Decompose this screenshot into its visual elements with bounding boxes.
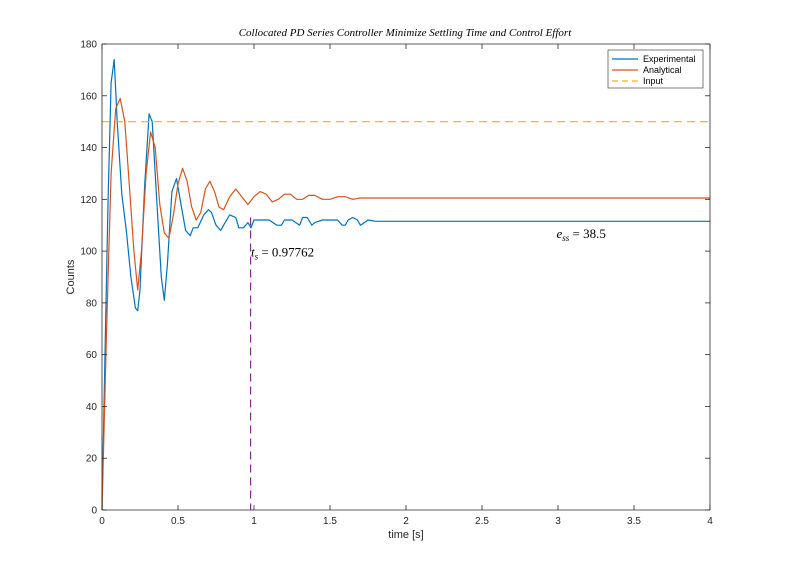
x-tick-label: 4 xyxy=(707,516,713,527)
annotation-ts: ts = 0.97762 xyxy=(251,244,314,261)
x-tick-label: 1 xyxy=(251,516,257,527)
y-axis-label: Counts xyxy=(65,259,77,294)
legend-box xyxy=(607,49,704,89)
x-tick-label: 2.5 xyxy=(475,516,489,527)
y-tick-label: 0 xyxy=(91,506,97,517)
legend-label-experimental: Experimental xyxy=(643,54,696,64)
y-tick-label: 100 xyxy=(80,247,97,258)
y-tick-label: 160 xyxy=(80,91,97,102)
legend-label-input: Input xyxy=(643,76,664,86)
annotation-ess: ess = 38.5 xyxy=(556,226,605,243)
y-tick-label: 60 xyxy=(86,350,98,361)
x-tick-label: 0 xyxy=(99,516,105,527)
y-tick-label: 140 xyxy=(80,143,97,154)
series-line-analytical xyxy=(101,97,710,511)
y-tick-label: 80 xyxy=(86,298,98,309)
x-tick-label: 2 xyxy=(403,516,409,527)
x-tick-label: 3.5 xyxy=(627,516,641,527)
series-layer xyxy=(101,58,710,511)
y-tick-label: 180 xyxy=(80,40,97,51)
x-tick-label: 3 xyxy=(555,516,561,527)
y-tick-label: 40 xyxy=(86,402,98,413)
x-tick-label: 1.5 xyxy=(323,516,337,527)
chart-title: Collocated PD Series Controller Minimize… xyxy=(239,27,572,39)
annotation-layer: ts = 0.97762 ess = 38.5 xyxy=(251,226,606,261)
y-tick-label: 20 xyxy=(86,454,98,465)
x-tick-label: 0.5 xyxy=(171,516,185,527)
series-line-experimental xyxy=(101,58,710,511)
plot-area xyxy=(102,44,710,510)
y-tick-label: 120 xyxy=(80,195,97,206)
x-axis-label: time [s] xyxy=(388,529,423,541)
legend-label-analytical: Analytical xyxy=(643,65,682,75)
ticks-layer: 0 0.5 1 1.5 2 2.5 3 3.5 402040608010012014016018… xyxy=(80,40,713,528)
